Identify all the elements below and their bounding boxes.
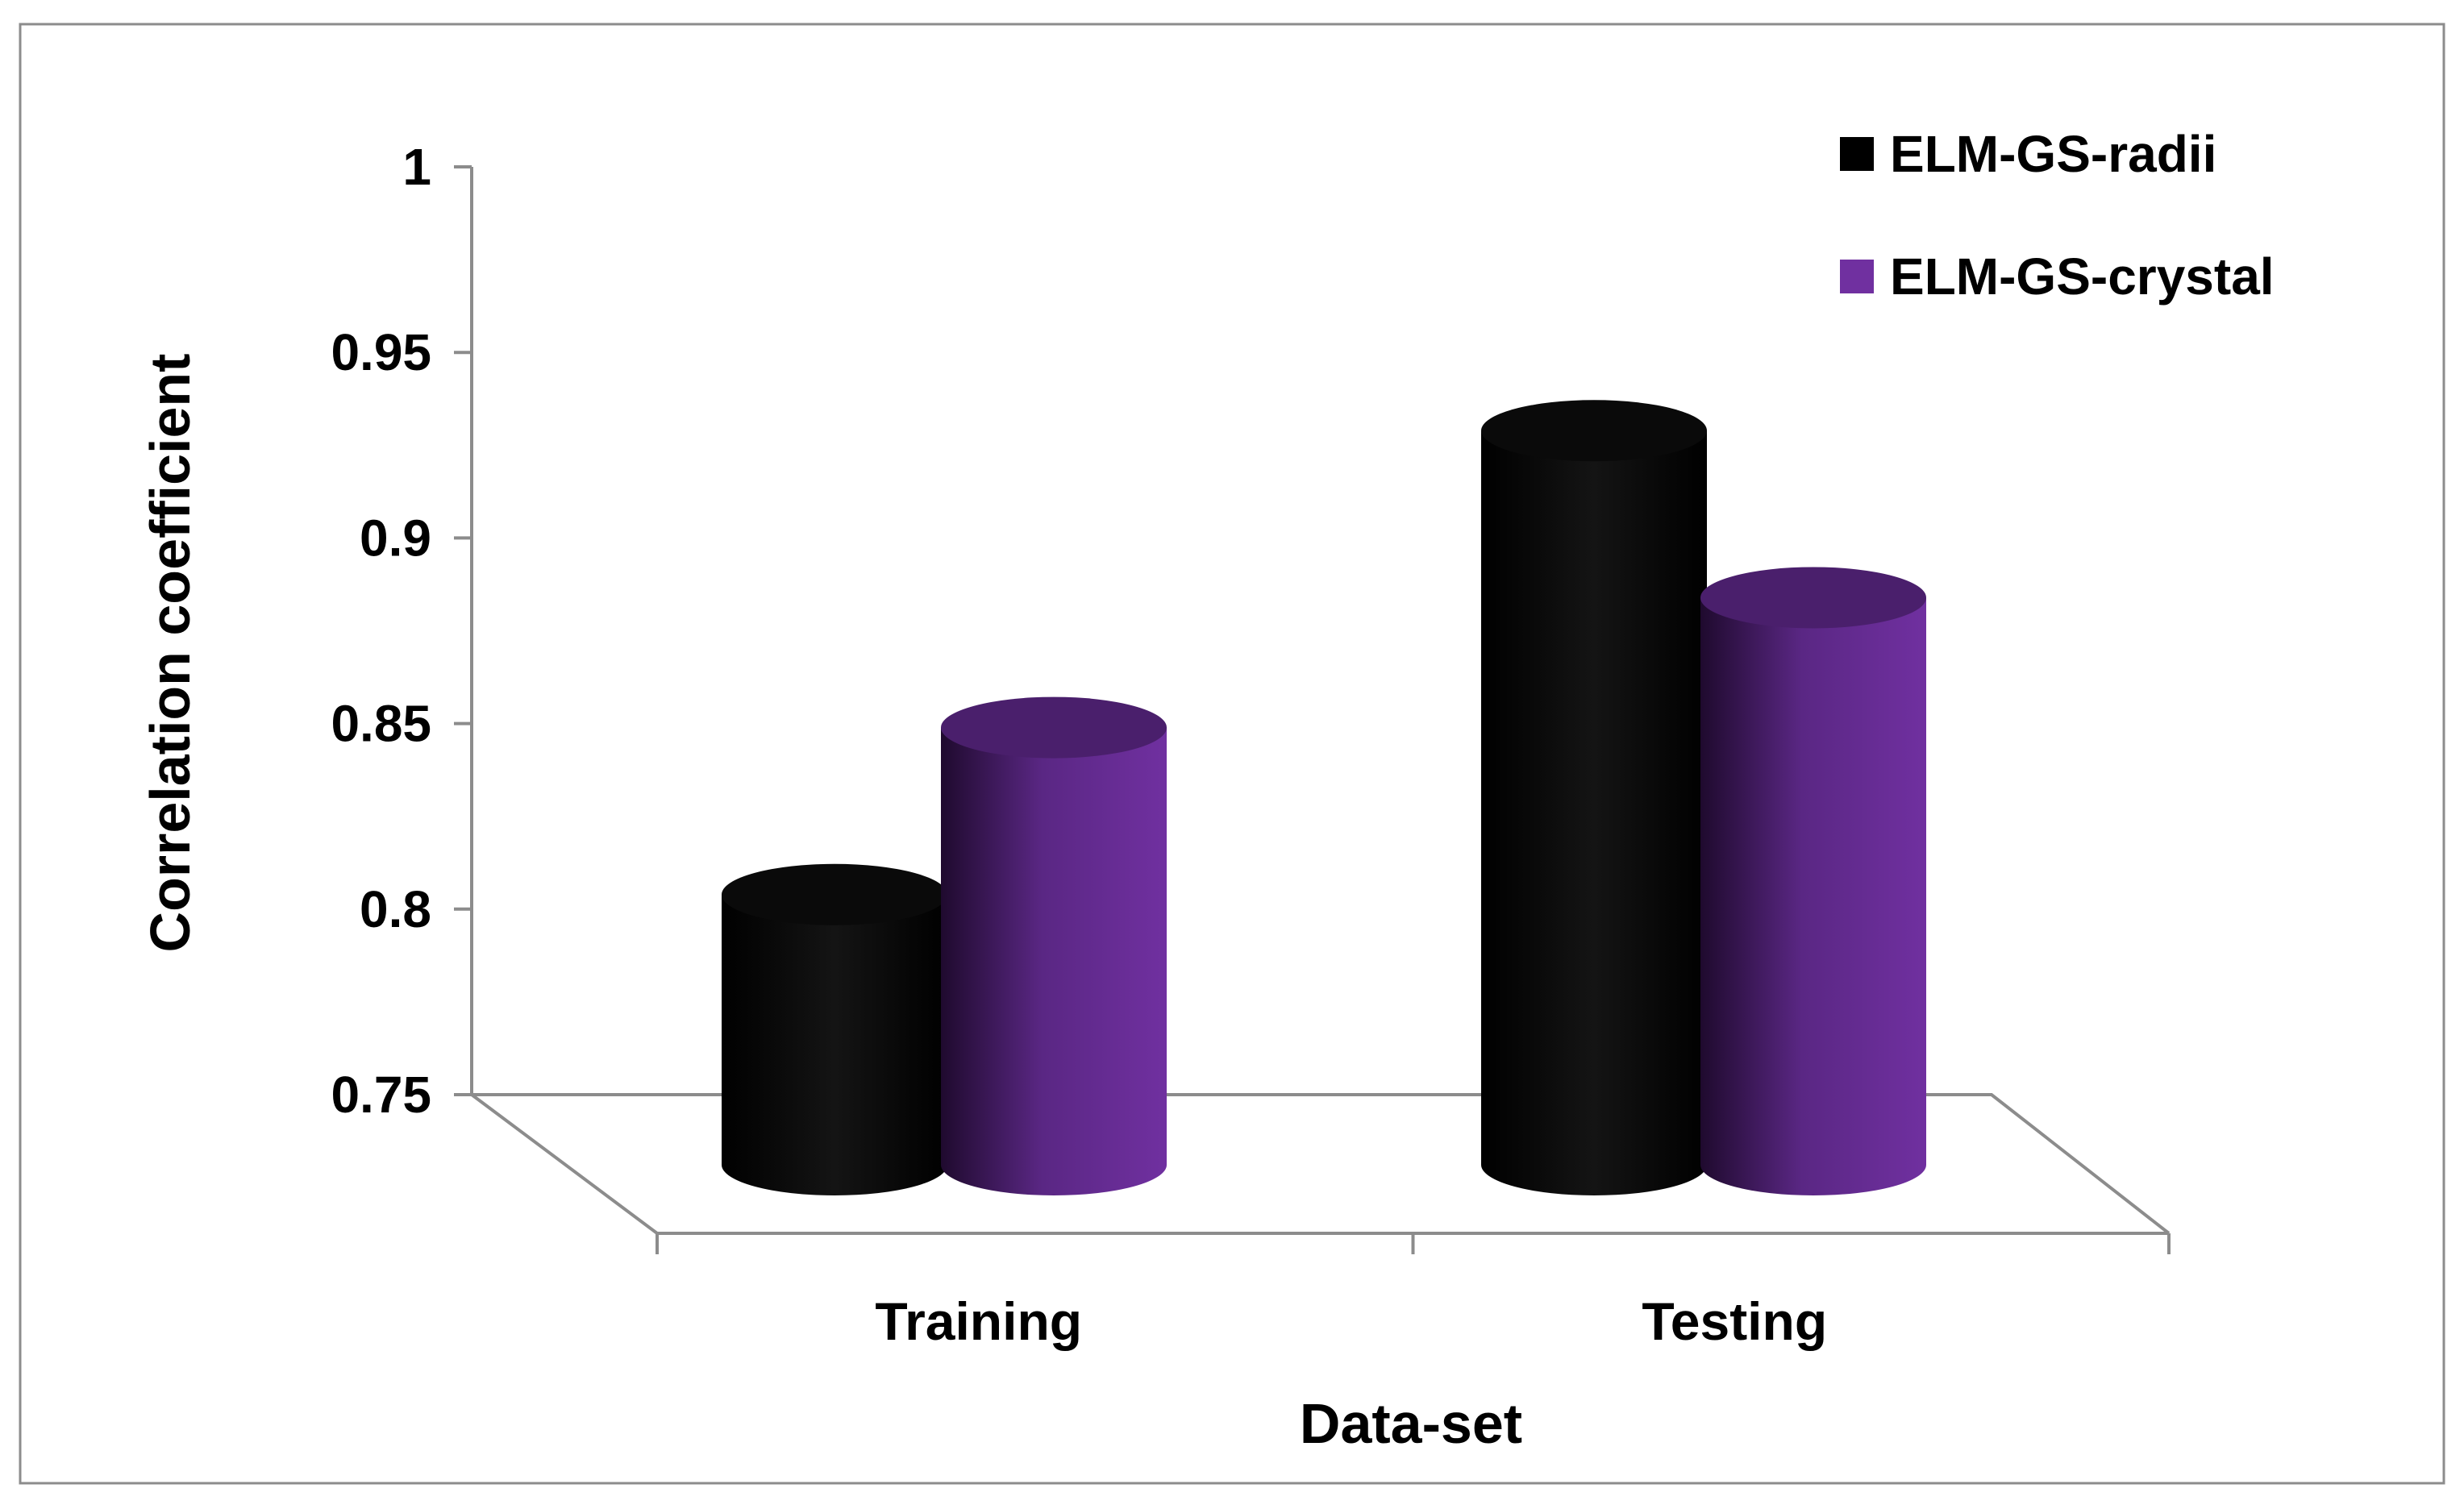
y-axis-title: Correlation coefficient — [139, 354, 202, 953]
bar-body — [1700, 597, 1926, 1195]
x-axis-title: Data-set — [1300, 1392, 1522, 1455]
y-tick-label: 0.85 — [331, 695, 431, 753]
chart-border — [19, 23, 2445, 1485]
bar-body — [722, 894, 947, 1195]
legend-swatch-elm-gs-crystal — [1840, 260, 1874, 293]
y-tick-label: 1 — [402, 138, 431, 196]
bar-top — [941, 696, 1167, 759]
y-tick-label: 0.9 — [360, 509, 431, 567]
y-tick-label: 0.75 — [331, 1066, 431, 1124]
floor-left-edge — [470, 1093, 659, 1235]
bar-body — [1481, 430, 1707, 1195]
y-tick-label: 0.95 — [331, 323, 431, 381]
bar-top — [1481, 400, 1707, 462]
bar-top — [722, 863, 947, 925]
legend-label-elm-gs-crystal: ELM-GS-crystal — [1890, 247, 2275, 306]
legend: ELM-GS-radii ELM-GS-crystal — [1840, 125, 2275, 306]
bar-training-elm-gs-crystal — [941, 696, 1167, 1195]
bar-training-elm-gs-radii — [722, 863, 947, 1195]
y-tick-label: 0.8 — [360, 880, 431, 938]
bar-top — [1700, 567, 1926, 629]
axes-layer: 0.75 0.8 0.85 0.9 0.95 1 Training Testing — [331, 138, 2171, 1351]
legend-label-elm-gs-radii: ELM-GS-radii — [1890, 125, 2216, 183]
bar-body — [941, 727, 1167, 1195]
bar-testing-elm-gs-radii — [1481, 400, 1707, 1195]
bar-testing-elm-gs-crystal — [1700, 567, 1926, 1195]
legend-swatch-elm-gs-radii — [1840, 137, 1874, 171]
x-tick-label: Testing — [1642, 1291, 1827, 1351]
x-tick-label: Training — [875, 1291, 1082, 1351]
bars-layer — [722, 400, 1926, 1195]
